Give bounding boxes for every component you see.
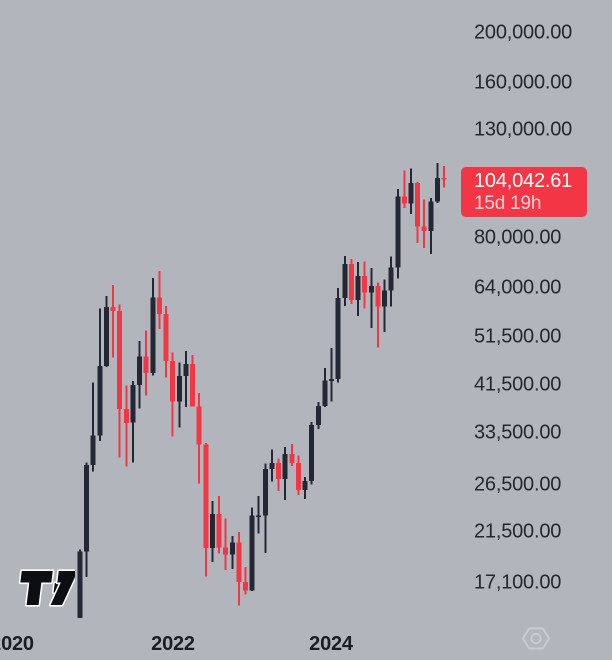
candle-body [143,356,149,373]
candle-body [395,196,401,268]
price-tick-label: 130,000.00 [474,118,573,141]
price-tick-label: 200,000.00 [474,21,573,44]
candle-body [236,542,242,583]
candle-body [170,360,176,402]
candle-wick [403,170,406,208]
candle-body [262,469,268,516]
price-tick-label: 160,000.00 [474,71,573,94]
candle-body [342,263,348,299]
candle-body [355,276,361,300]
candle-body [150,297,156,373]
last-price-value: 104,042.61 [474,170,573,192]
candle-body [335,298,341,380]
settings-nut-icon [522,627,550,650]
candle-wick [443,165,446,188]
candle-body [243,582,248,591]
candle-body [415,182,421,227]
candle-body [408,182,414,204]
candle-body [117,311,123,409]
candle-body [421,226,427,232]
candle-body [296,463,301,490]
tradingview-logo[interactable] [13,566,80,617]
candle-body [401,196,407,204]
price-tick-label: 80,000.00 [474,226,562,249]
price-tick-label: 64,000.00 [474,276,562,299]
candle-body [229,542,235,555]
candle-wick [112,285,115,358]
candle-body [322,380,328,407]
candle-body [90,435,96,465]
candle-wick [184,351,187,408]
candle-body [223,547,229,555]
candle-body [137,356,143,385]
year-tick-label: 2022 [151,633,195,655]
candle-body [428,201,434,232]
candle-wick [92,382,95,472]
price-tick-label: 51,500.00 [474,325,562,348]
candle-body [315,406,321,426]
candle-body [348,263,354,301]
candle-body [97,365,103,436]
price-tick-label: 26,500.00 [474,473,562,496]
candle-body [368,285,374,293]
price-tick-label: 33,500.00 [474,421,562,444]
candle-body [183,364,189,376]
price-tick-label: 17,100.00 [474,571,562,594]
candle-body [196,406,202,445]
bar-close-countdown: 15d 19h [474,193,542,214]
candle-wick [330,347,333,402]
candle-body [362,276,368,293]
candle-body [176,375,182,402]
candle-body [249,515,255,591]
candle-body [388,267,394,291]
candle-body [209,513,215,549]
candle-wick [423,199,426,248]
candle-body [216,513,222,548]
candle-body [282,453,288,480]
candle-wick [370,268,373,329]
candle-wick [376,282,379,348]
year-tick-label: 2024 [309,633,353,655]
candle-body [123,409,129,423]
tradingview-logo-icon [18,569,80,607]
candle-body [77,551,83,618]
candle-body [382,290,387,307]
candle-body [276,463,282,480]
candle-wick [244,566,247,595]
candle-body [309,425,315,482]
candle-wick [257,495,260,534]
candle-body [110,307,116,312]
candle-body [130,385,136,423]
candle-body [203,444,209,549]
candle-body [375,285,381,307]
last-price-badge: 104,042.61 15d 19h [461,167,587,217]
candle-body [256,515,262,517]
candle-body [163,314,169,361]
candle-body [329,379,335,381]
candle-body [435,178,440,202]
candle-wick [224,518,227,570]
candle-body [269,463,275,469]
price-tick-label: 41,500.00 [474,373,562,396]
candles-group [77,163,447,618]
candle-body [190,364,195,407]
candle-wick [125,385,128,467]
settings-button[interactable] [520,624,552,654]
candle-body [156,297,162,315]
candle-body [84,465,90,552]
price-tick-label: 21,500.00 [474,520,562,543]
candle-body [289,453,295,464]
candle-body [104,307,109,366]
candle-body [302,481,308,490]
candle-body [441,178,447,180]
